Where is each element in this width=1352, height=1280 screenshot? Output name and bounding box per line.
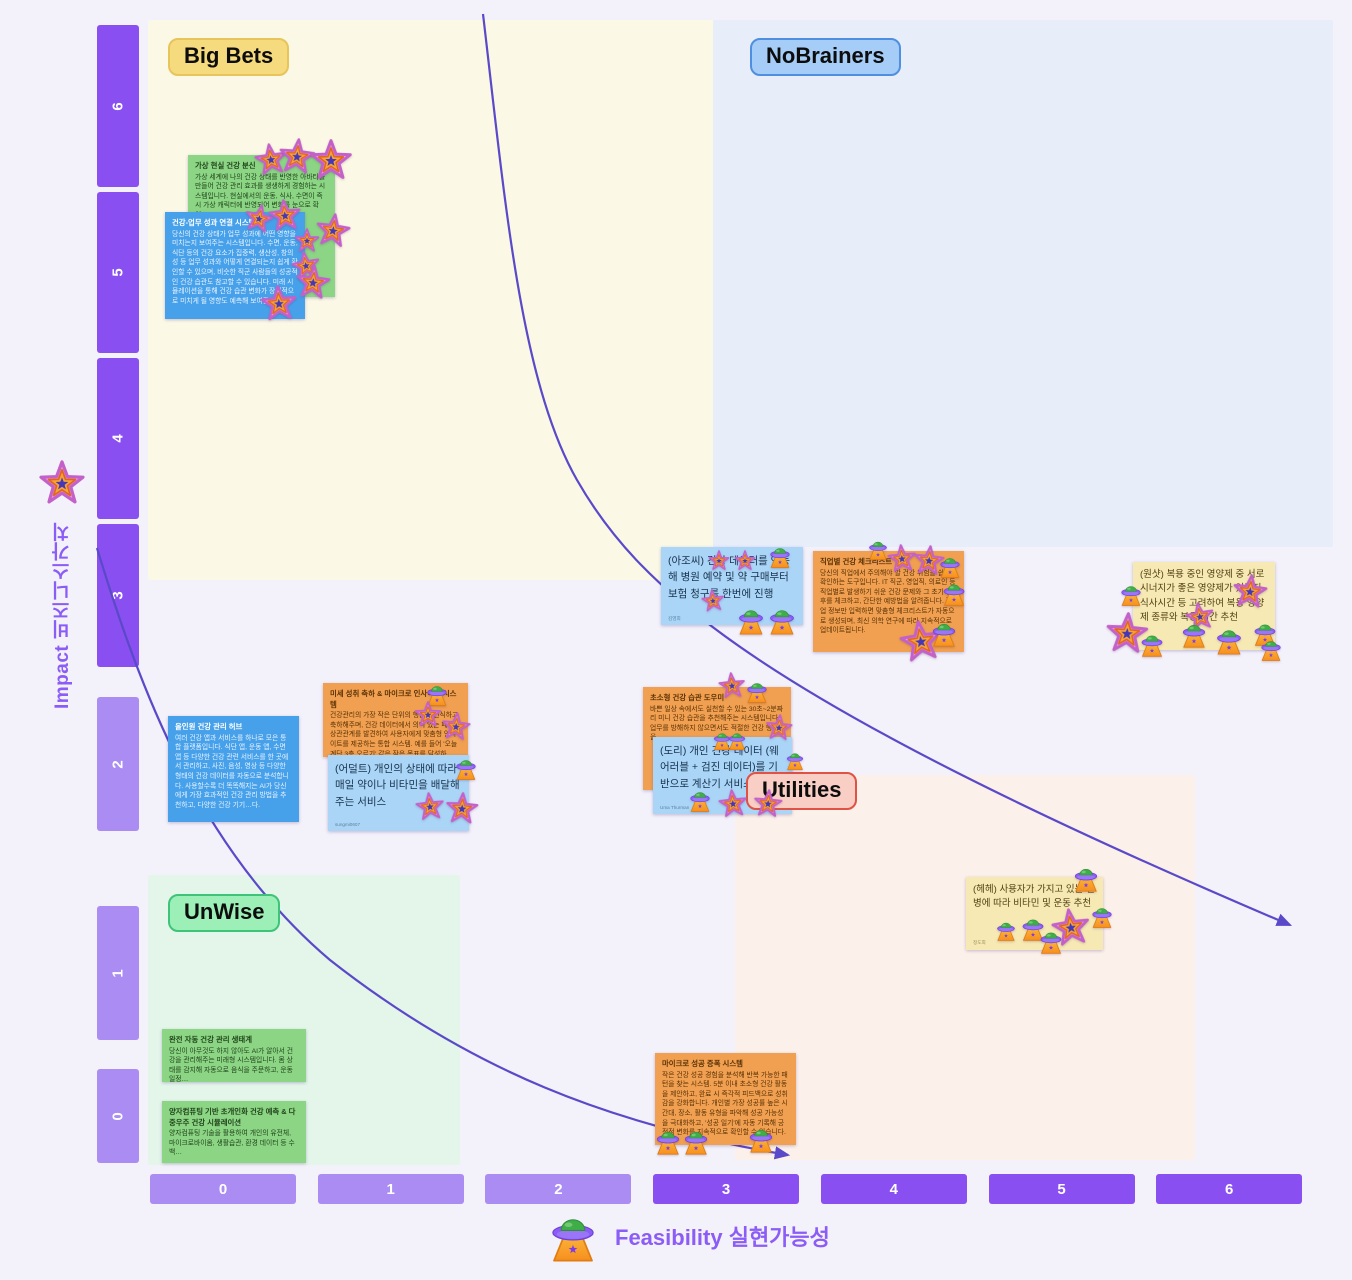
ufo-sticker[interactable] bbox=[940, 579, 968, 607]
ufo-sticker[interactable] bbox=[653, 1126, 683, 1156]
ufo-sticker[interactable] bbox=[687, 787, 713, 813]
ufo-sticker[interactable] bbox=[866, 537, 890, 561]
star-sticker[interactable] bbox=[259, 284, 300, 325]
ufo-sticker[interactable] bbox=[767, 543, 793, 569]
note-author: 김영희 bbox=[668, 615, 681, 621]
ufo-sticker[interactable] bbox=[726, 729, 748, 751]
star-sticker[interactable] bbox=[444, 791, 480, 827]
ufo-sticker[interactable] bbox=[784, 749, 806, 771]
ufo-sticker[interactable] bbox=[1213, 624, 1245, 656]
note-title: 완전 자동 건강 관리 생태계 bbox=[169, 1035, 253, 1044]
quadrant-label-nobrainers[interactable]: NoBrainers bbox=[750, 38, 901, 76]
note-title: 마이크로 성공 증폭 시스템 bbox=[662, 1059, 743, 1068]
ufo-sticker[interactable] bbox=[744, 678, 770, 704]
x-axis-tick-0: 0 bbox=[150, 1174, 296, 1204]
star-sticker[interactable] bbox=[414, 701, 442, 729]
x-axis-tick-6: 6 bbox=[1156, 1174, 1303, 1204]
y-axis-tick-2: 2 bbox=[97, 697, 139, 831]
x-axis-tick-1: 1 bbox=[317, 1174, 464, 1204]
y-axis-label: Impact 비즈니스가치 bbox=[51, 522, 73, 710]
ufo-sticker[interactable] bbox=[994, 918, 1018, 942]
ufo-sticker[interactable] bbox=[1037, 927, 1065, 955]
star-sticker[interactable] bbox=[440, 710, 473, 744]
note-body: 당신의 건강 상태가 업무 성과에 어떤 영향을 미치는지 보여주는 시스템입니… bbox=[172, 230, 298, 305]
note-title: 가상 현실 건강 분신 bbox=[195, 161, 256, 170]
ufo-sticker[interactable] bbox=[1118, 581, 1144, 607]
ufo-sticker[interactable] bbox=[1179, 619, 1209, 649]
ufo-sticker[interactable] bbox=[937, 553, 963, 579]
star-sticker[interactable] bbox=[717, 671, 747, 701]
star-sticker[interactable] bbox=[734, 550, 756, 572]
note-body: 당신이 아무것도 하지 않아도 AI가 알아서 건강을 관리해주는 미래형 시스… bbox=[169, 1047, 294, 1082]
star-sticker[interactable] bbox=[717, 787, 750, 821]
ufo-sticker[interactable] bbox=[1071, 863, 1101, 893]
star-sticker[interactable] bbox=[700, 588, 726, 614]
star-sticker[interactable] bbox=[752, 788, 785, 821]
star-sticker[interactable] bbox=[1230, 572, 1270, 612]
note-author: 정도희 bbox=[973, 940, 986, 946]
y-axis-tick-1: 1 bbox=[97, 906, 139, 1040]
star-sticker[interactable] bbox=[293, 263, 333, 303]
star-sticker[interactable] bbox=[708, 550, 730, 572]
ufo-sticker[interactable] bbox=[929, 618, 959, 648]
note-body: 양자컴퓨팅 기술을 활용하여 개인의 유전체, 마이크로바이옴, 생활습관, 환… bbox=[169, 1130, 295, 1157]
star-sticker[interactable] bbox=[414, 790, 447, 824]
x-axis-label: Feasibility 실현가능성 bbox=[615, 1225, 830, 1250]
ufo-sticker[interactable] bbox=[681, 1126, 711, 1156]
impact-star-icon bbox=[39, 460, 85, 504]
ufo-sticker[interactable] bbox=[746, 1124, 776, 1154]
y-axis-tick-6: 6 bbox=[97, 25, 139, 187]
ufo-sticker[interactable] bbox=[735, 604, 767, 636]
x-axis-tick-5: 5 bbox=[988, 1174, 1135, 1204]
ufo-sticker[interactable] bbox=[1138, 630, 1166, 658]
feasibility-ufo-icon bbox=[552, 1218, 594, 1262]
note-author: sungmi0607 bbox=[335, 821, 361, 827]
note-title: 양자컴퓨팅 기반 초개인화 건강 예측 & 다중우주 건강 시뮬레이션 bbox=[169, 1107, 296, 1127]
y-axis-tick-0: 0 bbox=[97, 1069, 139, 1163]
quadrant-area-nobrainers bbox=[713, 20, 1333, 547]
x-axis-tick-3: 3 bbox=[653, 1174, 800, 1204]
x-axis-tick-2: 2 bbox=[485, 1174, 632, 1204]
note-body: 여러 건강 앱과 서비스를 하나로 모은 통합 플랫폼입니다. 식단 앱, 운동… bbox=[175, 734, 289, 809]
quadrant-area-utilities bbox=[735, 775, 1195, 1160]
x-axis-legend: Feasibility 실현가능성 bbox=[545, 1208, 830, 1264]
ufo-sticker[interactable] bbox=[766, 604, 798, 636]
ufo-sticker[interactable] bbox=[1089, 903, 1115, 929]
y-axis-tick-5: 5 bbox=[97, 192, 139, 353]
note-title: 건강-업무 성과 연결 시스템 bbox=[172, 218, 256, 227]
note-title: 올인원 건강 관리 허브 bbox=[175, 722, 243, 731]
y-axis-tick-4: 4 bbox=[97, 358, 139, 519]
star-sticker[interactable] bbox=[309, 139, 353, 183]
x-axis-tick-4: 4 bbox=[820, 1174, 967, 1204]
y-axis-tick-3: 3 bbox=[97, 524, 139, 667]
ufo-sticker[interactable] bbox=[1258, 636, 1284, 662]
quadrant-label-unwise[interactable]: UnWise bbox=[168, 894, 281, 932]
star-sticker[interactable] bbox=[764, 713, 794, 743]
note-author: Uma Thurman bbox=[660, 804, 690, 810]
ufo-sticker[interactable] bbox=[453, 755, 479, 781]
quadrant-label-big-bets[interactable]: Big Bets bbox=[168, 38, 290, 76]
y-axis-legend: Impact 비즈니스가치 bbox=[34, 460, 90, 709]
